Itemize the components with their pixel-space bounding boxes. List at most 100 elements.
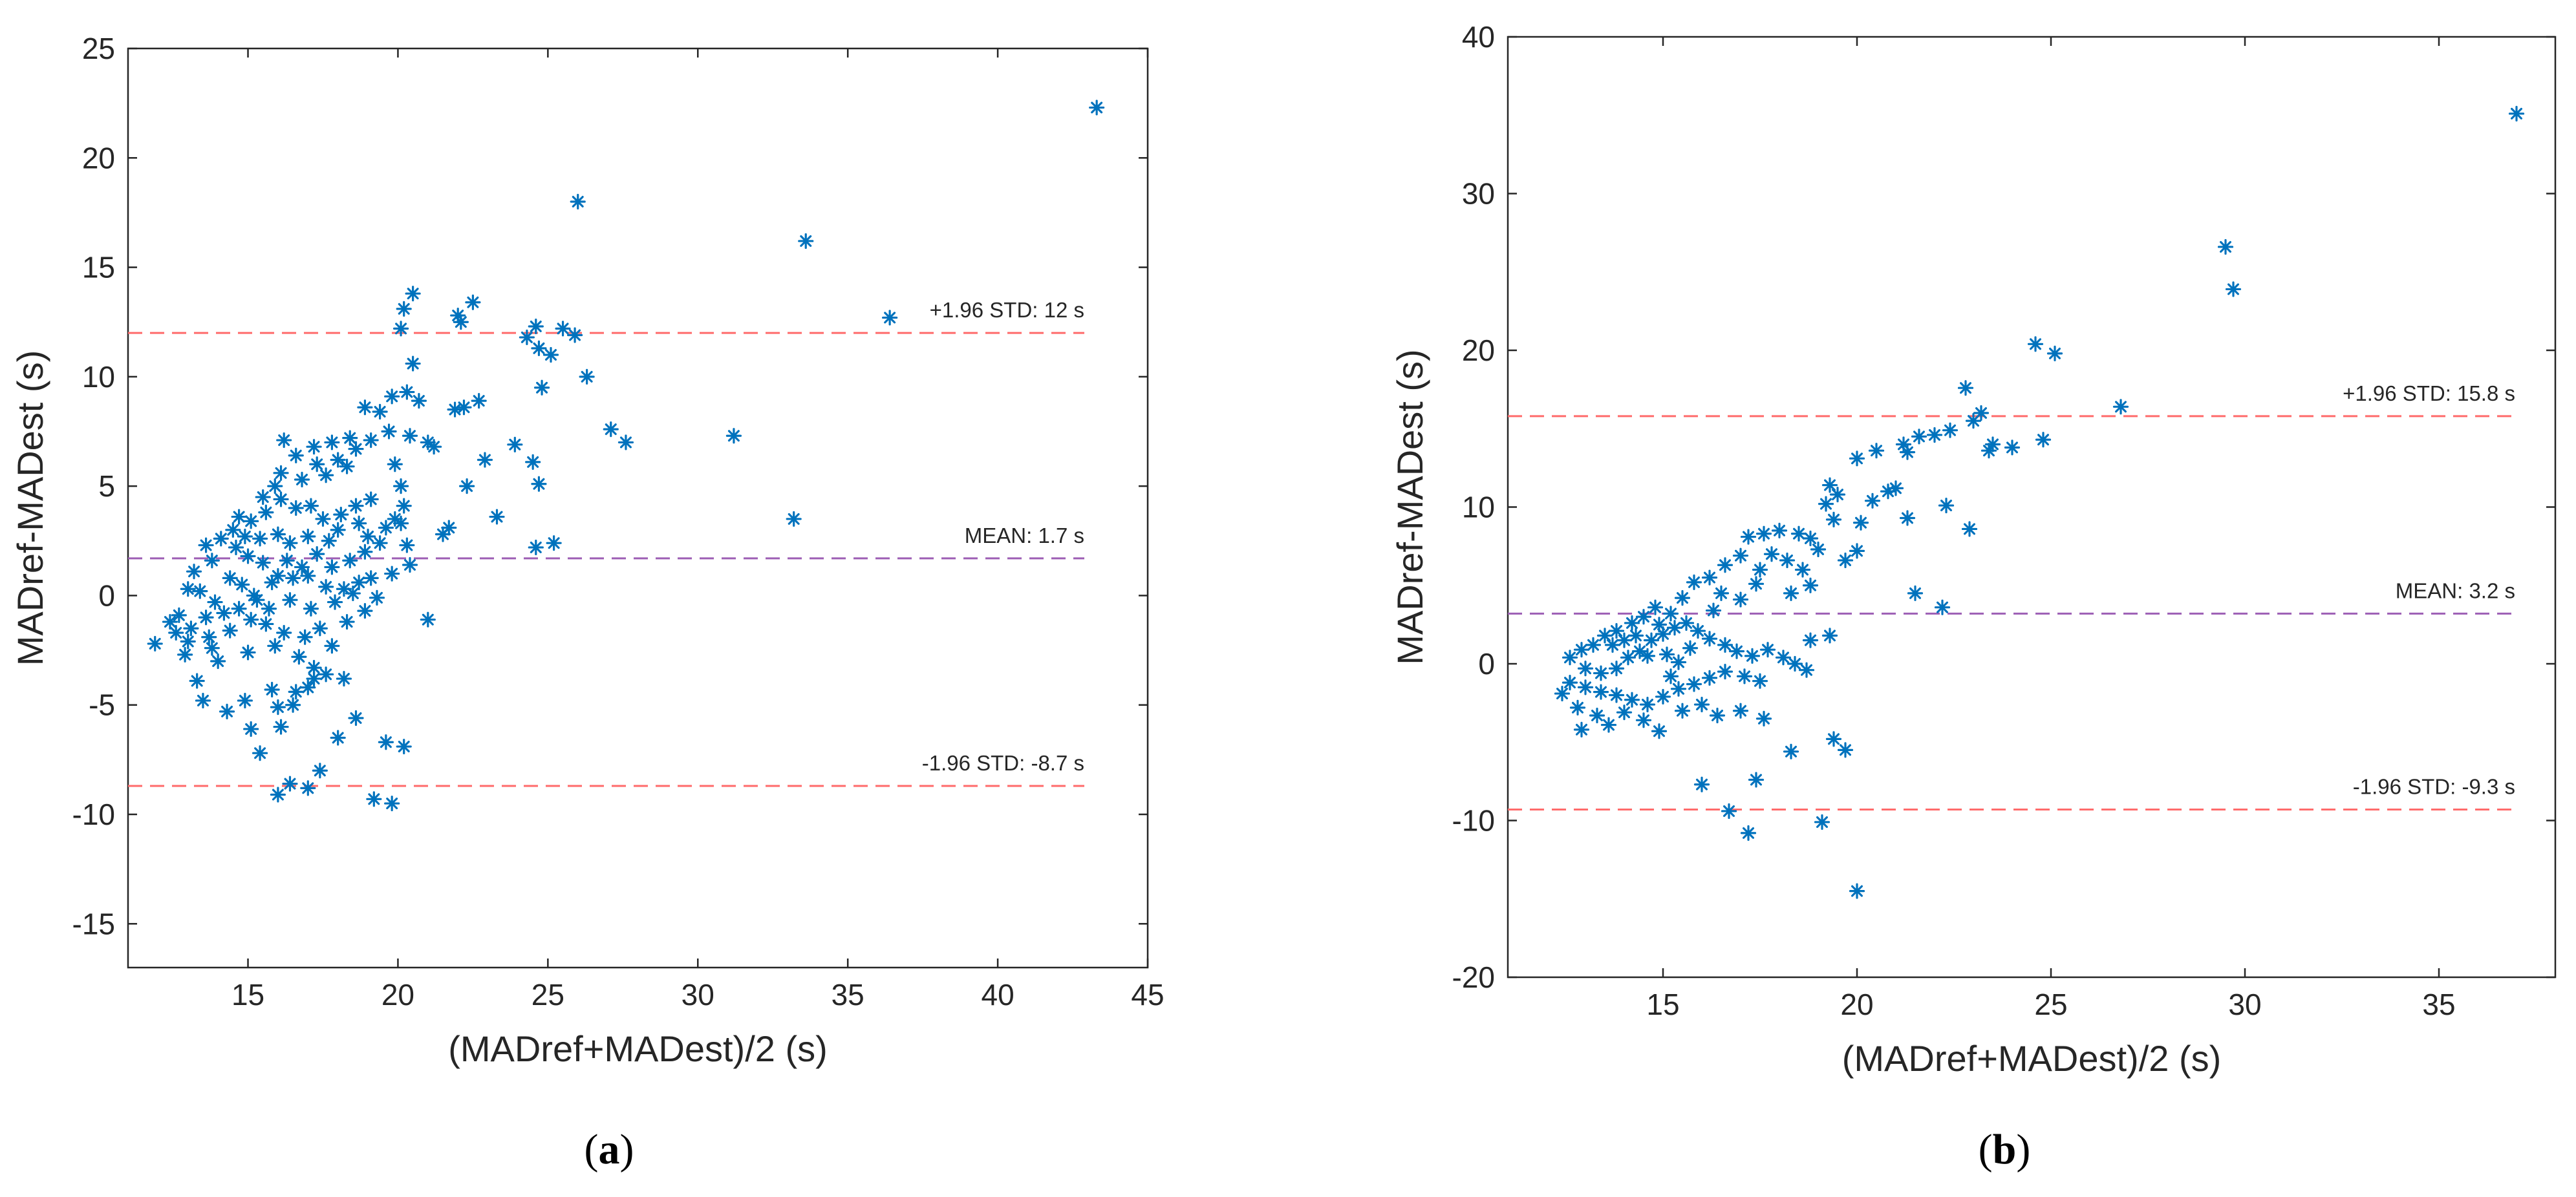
data-point	[471, 392, 487, 409]
data-point	[189, 673, 205, 689]
data-point	[372, 403, 388, 420]
data-point	[447, 401, 463, 418]
data-point	[1721, 803, 1737, 820]
data-point	[405, 286, 421, 302]
data-point	[381, 423, 397, 440]
x-tick-label: 25	[2034, 988, 2067, 1021]
data-point	[288, 684, 304, 700]
y-tick-label: 10	[1462, 491, 1495, 524]
data-point	[147, 635, 163, 652]
y-axis-label: MADref-MADest (s)	[10, 350, 50, 666]
data-point	[1589, 707, 1605, 724]
data-point	[288, 447, 304, 463]
data-point	[1732, 703, 1749, 719]
data-point	[300, 780, 316, 796]
data-point	[507, 436, 523, 452]
data-point	[1880, 483, 1896, 500]
data-point	[1783, 585, 1799, 601]
data-point	[255, 489, 271, 505]
data-point	[384, 388, 400, 405]
data-point	[1783, 743, 1799, 759]
data-point	[1907, 585, 1924, 601]
data-point	[1705, 602, 1722, 619]
data-point	[555, 321, 571, 337]
x-axis-label: (MADref+MADest)/2 (s)	[448, 1028, 828, 1069]
data-point	[303, 600, 319, 617]
data-point	[192, 583, 208, 599]
data-point	[1585, 637, 1602, 653]
y-tick-label: -20	[1452, 960, 1495, 994]
data-point	[1771, 522, 1788, 538]
data-point	[1790, 525, 1807, 542]
data-point	[477, 452, 493, 468]
data-point	[1608, 622, 1625, 639]
reference-label-mean: MEAN: 3.2 s	[2396, 578, 2515, 602]
data-point	[1701, 670, 1718, 686]
x-tick-label: 20	[1840, 988, 1873, 1021]
data-point	[1593, 665, 1609, 681]
data-point	[411, 392, 427, 409]
data-point	[348, 441, 364, 457]
y-axis-label: MADref-MADest (s)	[1390, 349, 1430, 664]
data-point	[1818, 496, 1834, 512]
data-point	[210, 653, 226, 670]
data-point	[1658, 646, 1675, 662]
y-tick-label: 40	[1462, 20, 1495, 54]
y-tick-label: 25	[82, 32, 115, 65]
data-point	[291, 649, 307, 665]
data-point	[1089, 100, 1105, 116]
data-point	[384, 566, 400, 582]
data-point	[252, 531, 268, 547]
data-point	[399, 384, 415, 400]
data-point	[1635, 609, 1652, 625]
data-point	[240, 644, 256, 661]
data-point	[342, 553, 358, 569]
data-point	[1849, 883, 1865, 899]
reference-label-lower: -1.96 STD: -8.7 s	[922, 751, 1084, 775]
data-point	[324, 434, 340, 450]
data-point	[303, 498, 319, 514]
data-point	[1651, 723, 1668, 739]
data-point	[402, 428, 418, 444]
data-point	[1608, 661, 1625, 677]
data-point	[1600, 717, 1617, 733]
data-point	[270, 787, 286, 803]
data-point	[246, 588, 262, 604]
data-point	[617, 434, 634, 450]
data-point	[378, 520, 394, 536]
data-point	[336, 670, 352, 687]
data-point	[1717, 664, 1733, 680]
data-point	[273, 719, 289, 735]
data-point	[1573, 721, 1590, 737]
data-point	[1593, 684, 1609, 700]
axes-frame	[127, 47, 1149, 969]
data-point	[270, 699, 286, 715]
data-point	[1849, 543, 1865, 559]
data-point	[1616, 704, 1633, 721]
data-point	[243, 513, 259, 529]
x-tick-label: 30	[2228, 988, 2261, 1021]
data-point	[339, 613, 355, 630]
x-tick-label: 20	[381, 978, 414, 1012]
data-point	[1868, 443, 1885, 459]
data-point	[258, 504, 274, 520]
data-point	[1643, 632, 1660, 648]
data-point	[1938, 497, 1955, 514]
data-point	[1965, 413, 1982, 429]
data-point	[1957, 380, 1974, 396]
reference-label-lower: -1.96 STD: -9.3 s	[2353, 775, 2515, 799]
data-point	[243, 721, 259, 737]
data-point	[273, 491, 289, 507]
data-point	[1670, 681, 1687, 697]
data-point	[1787, 655, 1803, 672]
data-point	[1798, 662, 1815, 678]
data-point	[273, 465, 289, 481]
data-point	[300, 528, 316, 545]
data-point	[2035, 432, 2052, 448]
x-tick-label: 15	[1646, 988, 1679, 1021]
data-point	[300, 567, 316, 584]
data-point	[231, 600, 247, 617]
data-point	[1562, 674, 1578, 691]
data-point	[306, 439, 322, 455]
data-point	[1674, 703, 1691, 719]
